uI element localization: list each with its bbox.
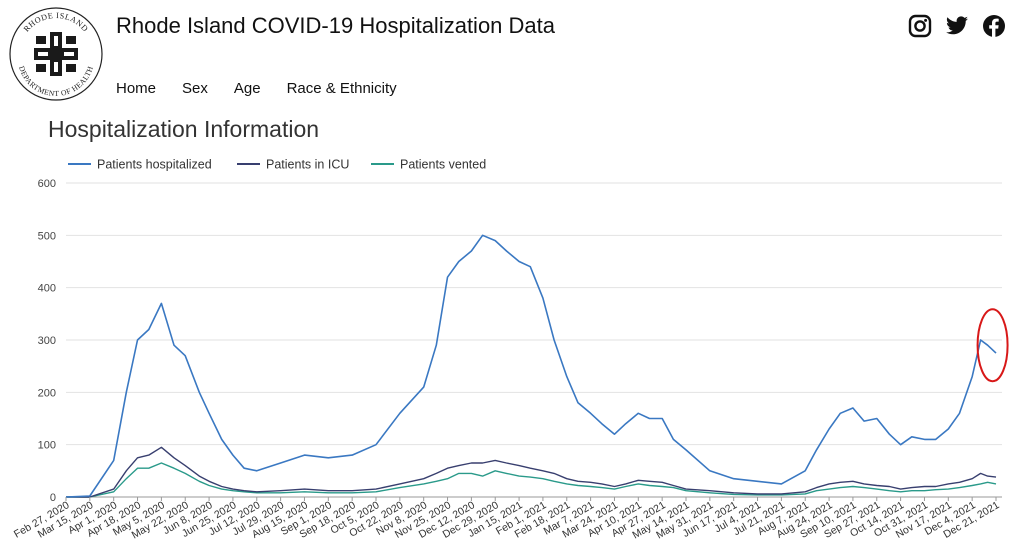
series-line-patients-hospitalized <box>65 234 997 498</box>
nav-item-home[interactable]: Home <box>116 80 157 97</box>
logo-cross-mark <box>34 32 78 76</box>
y-tick-label: 0 <box>50 492 56 504</box>
nav-item-sex[interactable]: Sex <box>182 80 208 97</box>
site-title: Rhode Island COVID-19 Hospitalization Da… <box>116 13 556 38</box>
y-tick-label: 400 <box>38 283 56 295</box>
y-tick-label: 600 <box>38 178 56 190</box>
chart-annotations <box>976 308 1009 383</box>
y-tick-label: 100 <box>38 440 56 452</box>
series-line-patients-vented <box>66 462 997 498</box>
y-axis-tick-labels: 0 100 200 300 400 500 600 <box>38 178 56 504</box>
chart-legend: Patients hospitalized Patients in ICU Pati… <box>68 158 486 172</box>
legend-label: Patients in ICU <box>266 158 349 172</box>
nav-item-race-ethnicity[interactable]: Race & Ethnicity <box>286 80 397 97</box>
chart-title: Hospitalization Information <box>48 116 320 142</box>
main-nav: Home Sex Age Race & Ethnicity <box>116 80 423 97</box>
series-line-patients-in-icu <box>66 446 997 498</box>
nav-item-age[interactable]: Age <box>233 80 261 97</box>
highlight-circle <box>976 308 1009 383</box>
facebook-icon[interactable] <box>982 14 1006 38</box>
chart-series-lines <box>65 234 997 498</box>
chart-gridlines <box>66 182 1002 498</box>
legend-label: Patients hospitalized <box>97 158 212 172</box>
social-links <box>908 14 1006 38</box>
y-tick-label: 500 <box>38 230 56 242</box>
legend-label: Patients vented <box>400 158 486 172</box>
y-tick-label: 300 <box>38 335 56 347</box>
y-tick-label: 200 <box>38 387 56 399</box>
instagram-icon[interactable] <box>908 14 932 38</box>
hospitalization-line-chart: Patients hospitalized Patients in ICU Pati… <box>12 158 1009 541</box>
twitter-icon[interactable] <box>945 14 969 38</box>
ri-health-logo[interactable]: RHODE ISLAND DEPARTMENT OF HEALTH <box>8 6 104 102</box>
